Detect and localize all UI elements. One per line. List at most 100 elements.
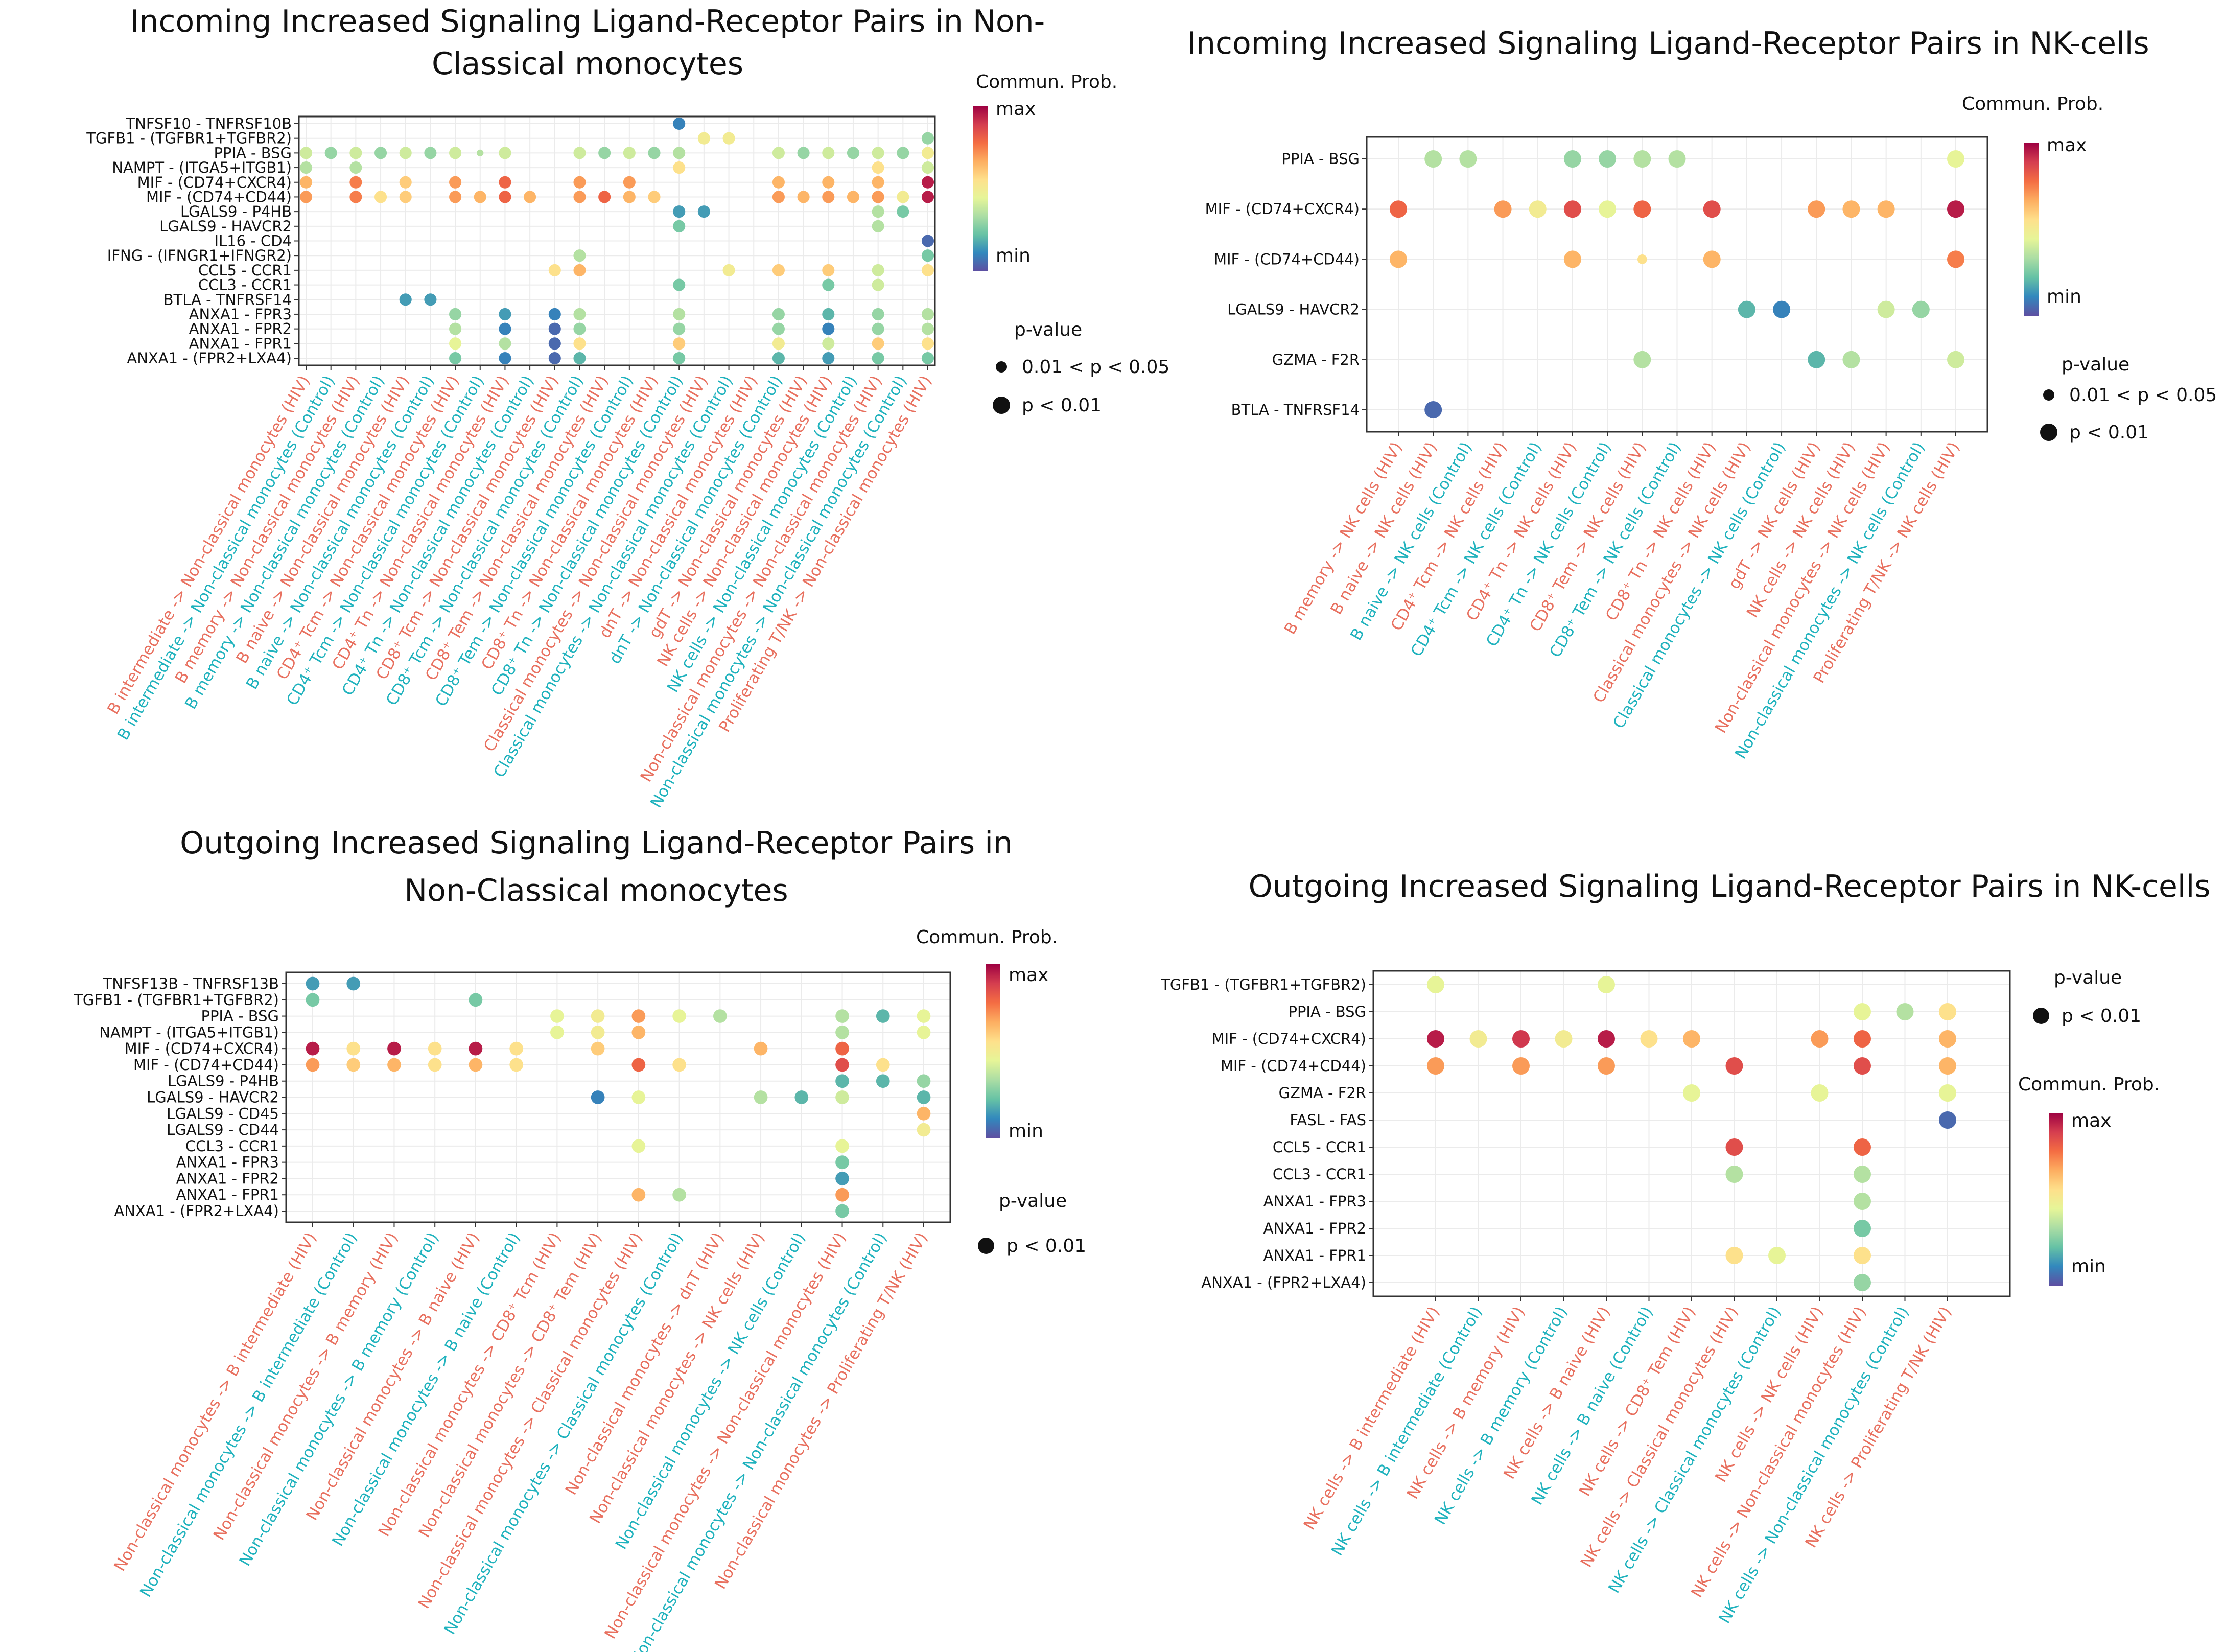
data-point	[921, 352, 934, 365]
data-point	[921, 308, 934, 320]
data-point	[1854, 1166, 1871, 1183]
data-point	[917, 1123, 931, 1137]
y-tick-label: TGFB1 - (TGFBR1+TGFBR2)	[73, 991, 279, 1009]
data-point	[1637, 254, 1647, 264]
data-point	[921, 176, 934, 189]
data-point	[872, 322, 884, 335]
y-tick-label: ANXA1 - FPR1	[1263, 1247, 1366, 1264]
data-point	[1703, 250, 1721, 268]
y-tick-label: CCL5 - CCR1	[1273, 1138, 1366, 1156]
data-point	[872, 205, 884, 218]
data-point	[449, 352, 462, 365]
color-max-label: max	[2071, 1110, 2111, 1131]
y-tick-label: CCL3 - CCR1	[1273, 1166, 1366, 1183]
y-tick-label: ANXA1 - FPR3	[189, 306, 292, 323]
y-tick-label: ANXA1 - (FPR2+LXA4)	[127, 350, 292, 367]
data-point	[822, 264, 835, 276]
data-point	[921, 322, 934, 335]
data-point	[573, 322, 586, 335]
grid	[1373, 971, 2010, 1296]
data-point	[897, 147, 909, 159]
data-point	[573, 308, 586, 320]
y-tick-label: TGFB1 - (TGFBR1+TGFBR2)	[1160, 976, 1366, 993]
chart-title-line: Incoming Increased Signaling Ligand-Rece…	[1187, 26, 2149, 61]
data-point	[573, 337, 586, 350]
y-tick-label: LGALS9 - CD45	[167, 1105, 279, 1122]
data-point	[673, 322, 686, 335]
y-tick-label: LGALS9 - P4HB	[180, 203, 292, 220]
data-point	[349, 191, 362, 203]
data-point	[1424, 401, 1442, 418]
pvalue-legend-title: p-value	[2062, 354, 2129, 375]
x-tick-label: NK cells -> Classical monocytes (HIV)	[1577, 1304, 1742, 1571]
pvalue-legend-label: 0.01 < p < 0.05	[2069, 385, 2217, 406]
y-tick-label: IFNG - (IFNGR1+IFNGR2)	[107, 247, 292, 264]
data-point	[835, 1204, 849, 1218]
grid	[1367, 137, 1987, 432]
data-point	[917, 1090, 931, 1104]
data-point	[428, 1041, 442, 1056]
data-point	[797, 147, 810, 159]
data-point	[673, 278, 686, 291]
data-point	[469, 993, 483, 1007]
y-tick-label: LGALS9 - CD44	[167, 1121, 279, 1138]
data-point	[299, 161, 313, 174]
data-point	[623, 176, 636, 189]
data-point	[623, 191, 636, 203]
data-point	[835, 1058, 849, 1072]
data-point	[822, 322, 835, 335]
data-point	[1563, 250, 1581, 268]
y-tick-label: BTLA - TNFRSF14	[163, 291, 292, 308]
data-point	[1427, 976, 1444, 993]
data-point	[872, 337, 884, 350]
data-point	[631, 1090, 646, 1104]
data-point	[1725, 1166, 1743, 1183]
data-point	[847, 147, 860, 159]
color-scale-bar	[986, 964, 1000, 1138]
pvalue-legend-dot	[2043, 389, 2054, 401]
data-point	[299, 176, 313, 189]
data-point	[449, 308, 462, 320]
data-point	[1854, 1193, 1871, 1210]
data-point	[299, 191, 313, 203]
data-point	[835, 1139, 849, 1153]
data-point	[1640, 1030, 1658, 1048]
data-point	[399, 147, 412, 159]
y-tick-label: IL16 - CD4	[214, 232, 292, 250]
data-point	[548, 322, 561, 335]
data-point	[1390, 250, 1407, 268]
data-point	[499, 147, 511, 159]
data-point	[794, 1090, 809, 1104]
data-point	[822, 176, 835, 189]
data-point	[631, 1188, 646, 1202]
y-tick-label: GZMA - F2R	[1272, 351, 1360, 368]
data-point	[499, 337, 511, 350]
color-legend-title: Commun. Prob.	[976, 72, 1117, 92]
data-point	[1633, 200, 1651, 218]
data-point	[573, 147, 586, 159]
data-point	[713, 1009, 727, 1023]
legend: Commun. Prob. max min p-value p < 0.01	[916, 927, 1086, 1257]
data-point	[921, 161, 934, 174]
color-max-label: max	[2047, 135, 2087, 156]
data-point	[1939, 1003, 1956, 1020]
data-point	[754, 1090, 768, 1104]
data-point	[876, 1074, 890, 1088]
data-point	[847, 191, 860, 203]
data-point	[1390, 200, 1407, 218]
data-point	[499, 322, 511, 335]
data-point	[917, 1026, 931, 1039]
y-tick-label: ANXA1 - FPR2	[176, 1170, 279, 1187]
data-point	[822, 278, 835, 291]
data-point	[673, 147, 686, 159]
chart-title-line: Classical monocytes	[432, 46, 743, 82]
y-tick-label: PPIA - BSG	[1281, 150, 1360, 168]
data-point	[374, 147, 387, 159]
data-point	[428, 1058, 442, 1072]
data-point	[1598, 1030, 1615, 1048]
data-point	[349, 176, 362, 189]
data-point	[772, 191, 785, 203]
y-tick-label: LGALS9 - P4HB	[168, 1073, 279, 1090]
data-point	[469, 1058, 483, 1072]
y-tick-label: CCL5 - CCR1	[198, 262, 292, 279]
